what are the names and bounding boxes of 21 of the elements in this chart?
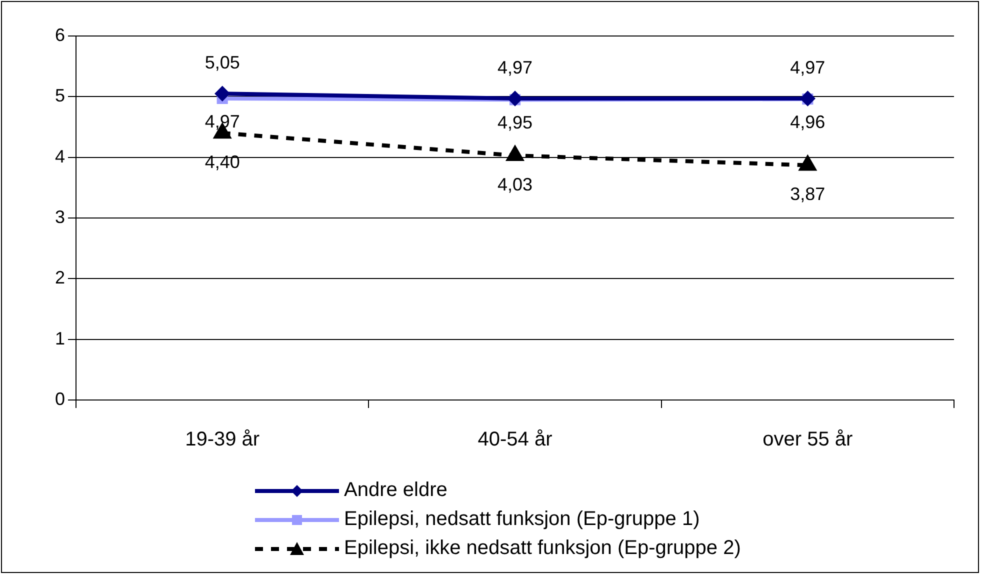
legend-label: Epilepsi, ikke nedsatt funksjon (Ep-gruppe 2) <box>344 537 741 560</box>
x-tick-label: over 55 år <box>762 428 854 451</box>
data-label: 4,95 <box>497 112 533 133</box>
y-tick-label: 5 <box>54 86 66 106</box>
data-label: 4,97 <box>204 111 240 132</box>
data-label: 4,97 <box>790 57 826 78</box>
y-tick-label: 6 <box>54 24 66 45</box>
y-tick-label: 2 <box>54 268 66 288</box>
y-tick-label: 0 <box>54 388 66 409</box>
data-label: 3,87 <box>790 184 826 204</box>
legend-label: Andre eldre <box>344 479 448 502</box>
data-label: 4,97 <box>497 57 533 78</box>
data-label: 4,96 <box>790 112 826 132</box>
y-tick-label: 4 <box>54 146 66 166</box>
data-label: 5,05 <box>204 52 240 73</box>
x-tick-label: 40-54 år <box>478 428 553 451</box>
legend-label: Epilepsi, nedsatt funksjon (Ep-gruppe 1) <box>344 508 700 531</box>
y-tick-label: 1 <box>54 328 66 348</box>
y-tick-label: 3 <box>54 206 66 227</box>
data-label: 4,03 <box>497 174 533 194</box>
x-tick-label: 19-39 år <box>185 428 260 451</box>
